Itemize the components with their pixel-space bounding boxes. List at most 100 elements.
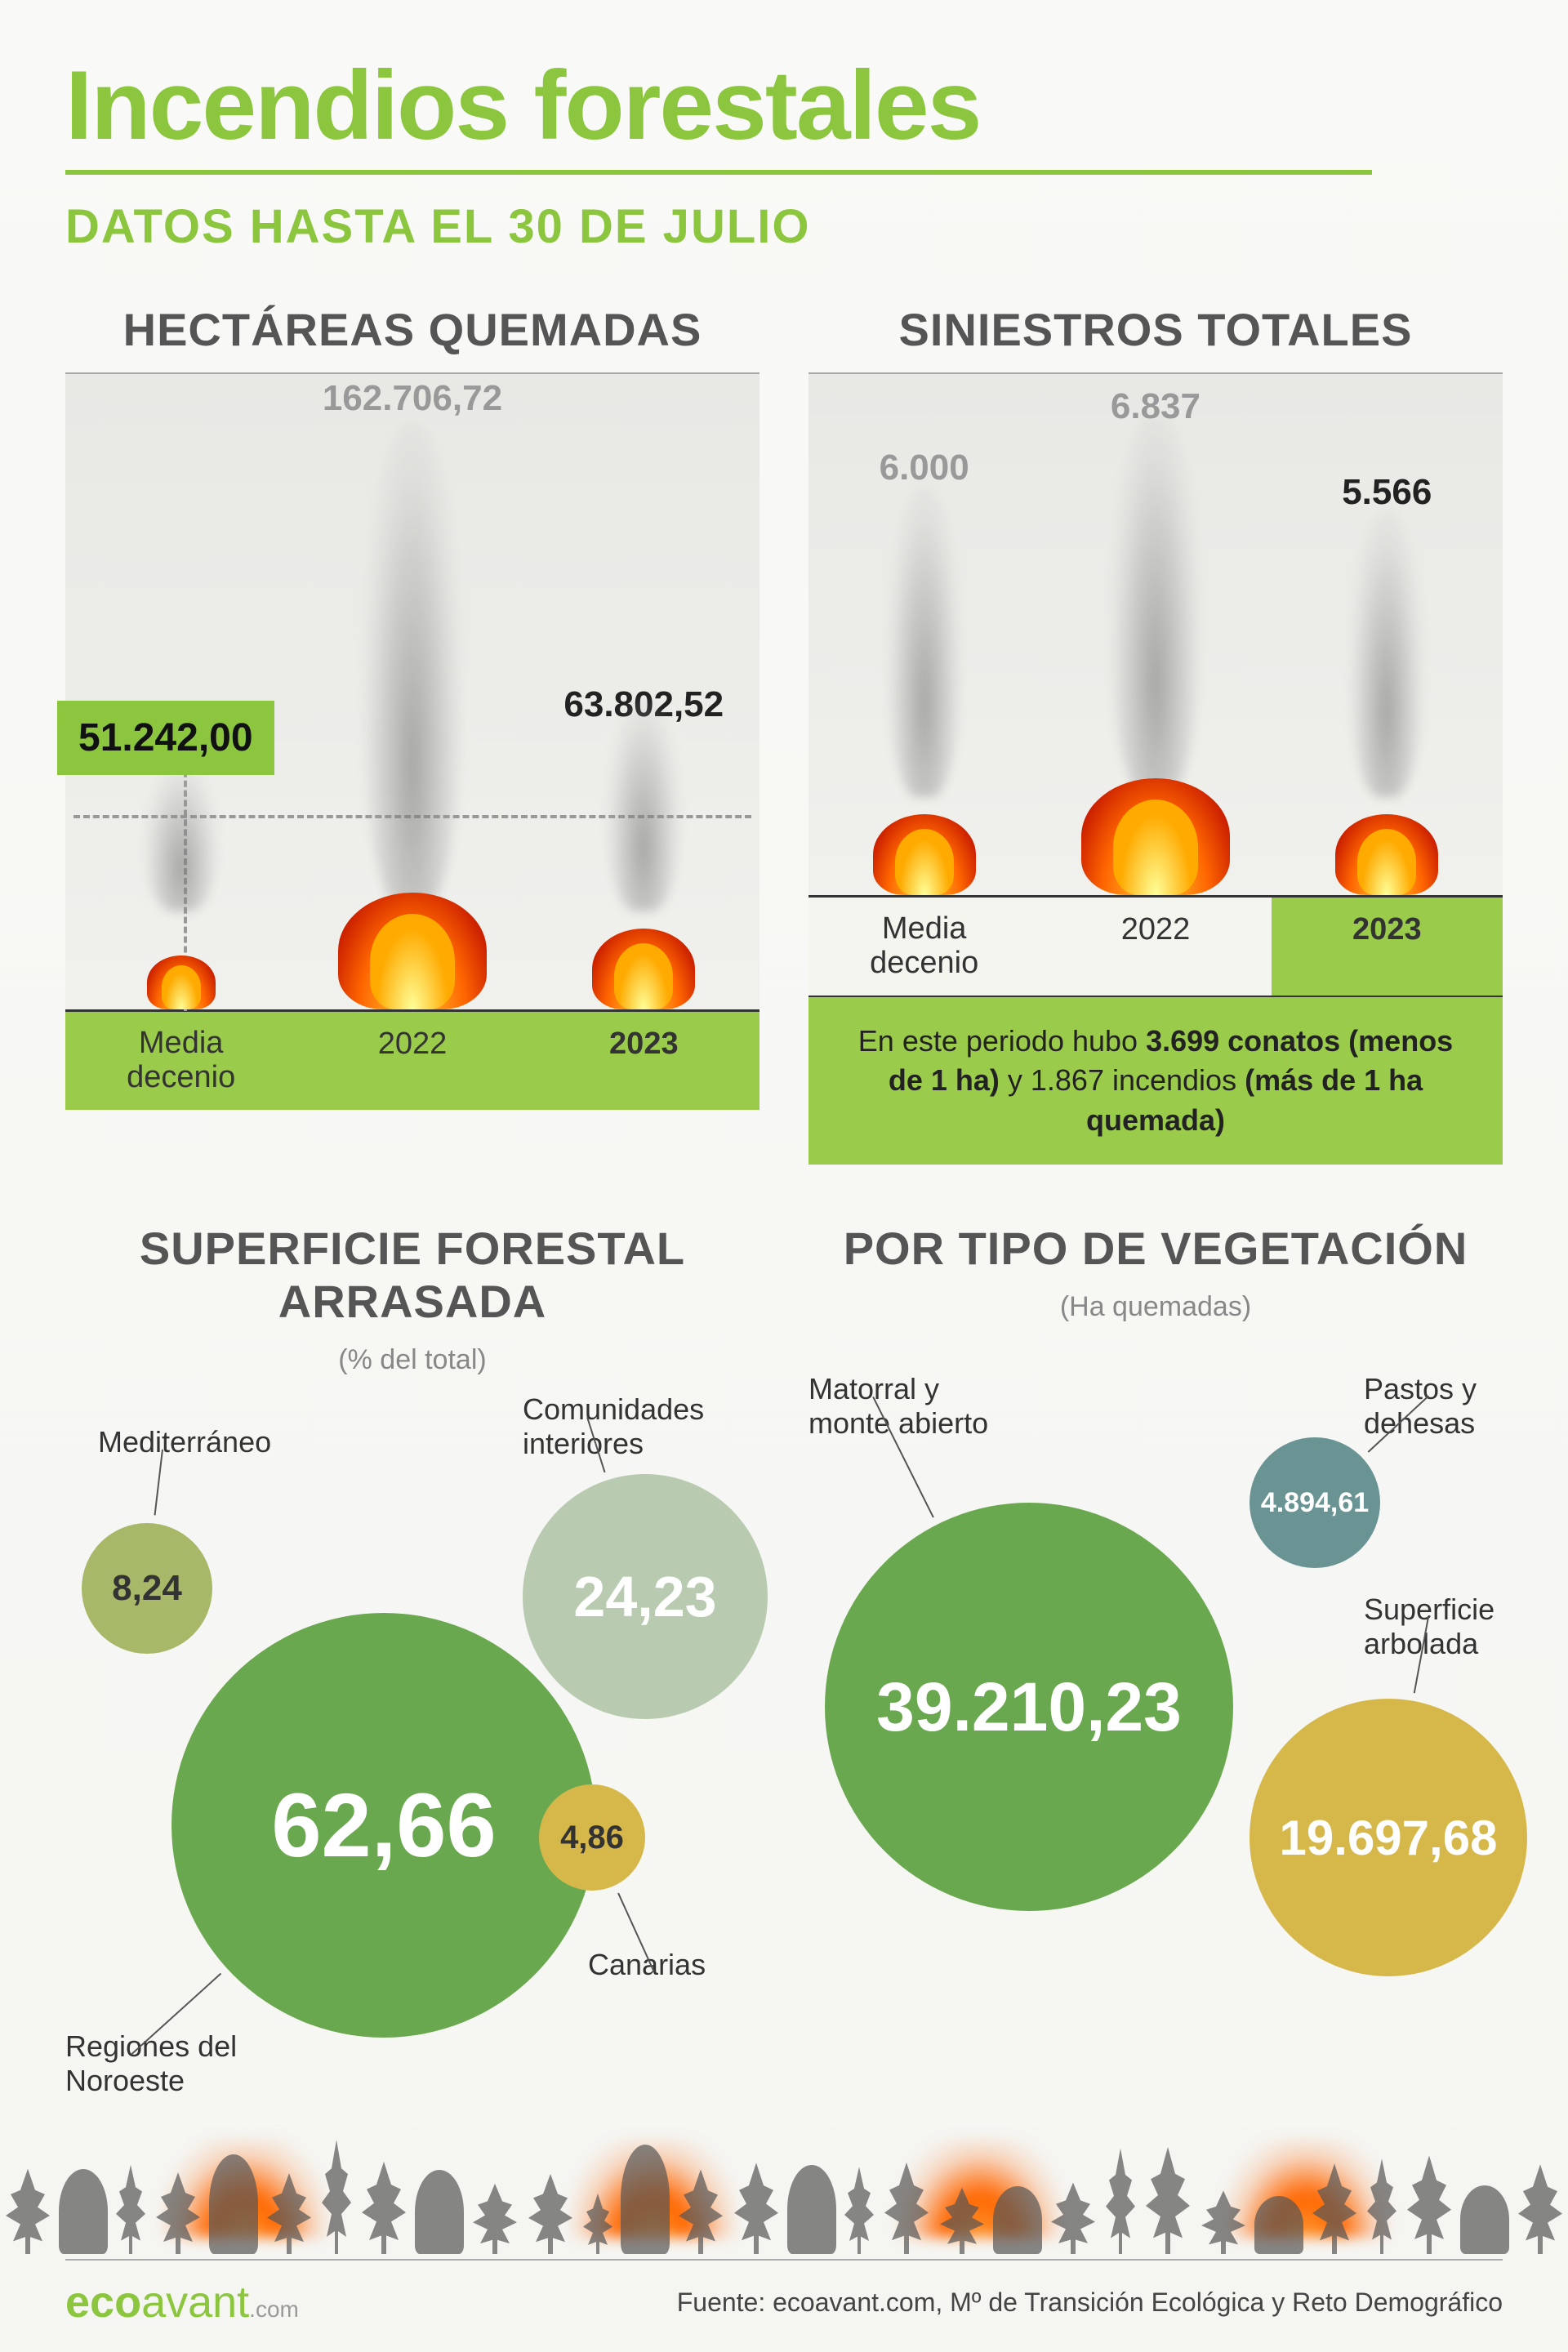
siniestros-axis-0: Mediadecenio bbox=[808, 898, 1040, 996]
tree-icon bbox=[1104, 2149, 1137, 2254]
tree-icon bbox=[1199, 2190, 1248, 2254]
smoke-icon bbox=[145, 764, 218, 911]
flame-icon bbox=[137, 951, 225, 1009]
vegetacion-bubbles: 39.210,23 Matorral y monte abierto 4.894,6… bbox=[808, 1339, 1503, 2042]
tree-icon bbox=[621, 2145, 670, 2254]
bubble-label: Comunidades interiores bbox=[523, 1392, 735, 1460]
bubble-label: Matorral y monte abierto bbox=[808, 1372, 1021, 1440]
bubble: 4.894,61 bbox=[1250, 1437, 1380, 1568]
tree-icon bbox=[1365, 2158, 1398, 2254]
hectareas-axis: Mediadecenio 2022 2023 bbox=[65, 1009, 760, 1110]
tree-icon bbox=[1405, 2156, 1454, 2255]
tree-icon bbox=[209, 2154, 258, 2254]
tree-icon bbox=[1310, 2163, 1359, 2254]
footer-landscape bbox=[0, 2107, 1568, 2254]
tree-icon bbox=[470, 2184, 519, 2254]
smoke-icon bbox=[607, 699, 680, 911]
bubble: 24,23 bbox=[523, 1474, 768, 1719]
tree-icon bbox=[1460, 2185, 1509, 2254]
title-underline bbox=[65, 170, 1372, 175]
tree-row bbox=[0, 2140, 1568, 2254]
tree-icon bbox=[3, 2169, 52, 2254]
tree-icon bbox=[581, 2194, 614, 2254]
flame-icon bbox=[1321, 807, 1453, 895]
logo-bold: eco bbox=[65, 2278, 141, 2327]
page-subtitle: DATOS HASTA EL 30 DE JULIO bbox=[65, 199, 1503, 254]
siniestros-axis: Mediadecenio 2022 2023 bbox=[808, 895, 1503, 996]
leader-line bbox=[154, 1450, 163, 1516]
row-top: HECTÁREAS QUEMADAS 51.242,00 162.706,72 … bbox=[65, 303, 1503, 1165]
siniestros-value-0: 6.000 bbox=[808, 448, 1040, 488]
bubble: 62,66 bbox=[172, 1613, 596, 2038]
flame-icon bbox=[317, 882, 508, 1009]
footer: ecoavant.com Fuente: ecoavant.com, Mº de… bbox=[65, 2259, 1503, 2328]
bubble-label: Superficie arbolada bbox=[1364, 1592, 1503, 1660]
superficie-bubbles: 62,66Regiones del Noroeste 8,24 Mediterrán… bbox=[65, 1392, 760, 2095]
tree-icon bbox=[787, 2165, 836, 2254]
siniestros-axis-2: 2023 bbox=[1272, 898, 1503, 996]
logo: ecoavant.com bbox=[65, 2277, 299, 2328]
tree-icon bbox=[1049, 2183, 1098, 2254]
tree-icon bbox=[265, 2173, 314, 2254]
logo-rest: avant bbox=[141, 2278, 249, 2327]
siniestros-note: En este periodo hubo 3.699 conatos (meno… bbox=[808, 996, 1503, 1165]
flame-icon bbox=[577, 921, 710, 1009]
hectareas-col-2: 63.802,52 bbox=[528, 374, 760, 1009]
logo-com: .com bbox=[249, 2296, 299, 2322]
tree-icon bbox=[1516, 2164, 1565, 2254]
hectareas-title: HECTÁREAS QUEMADAS bbox=[65, 303, 760, 356]
tree-icon bbox=[1254, 2196, 1303, 2254]
row-bottom: SUPERFICIE FORESTAL ARRASADA (% del tota… bbox=[65, 1222, 1503, 2095]
hectareas-col-0 bbox=[65, 374, 296, 1009]
bubble-label: Canarias bbox=[588, 1948, 706, 1981]
tree-icon bbox=[415, 2170, 464, 2254]
page-title: Incendios forestales bbox=[65, 49, 1503, 162]
vegetacion-subtitle: (Ha quemadas) bbox=[808, 1291, 1503, 1323]
hectareas-axis-0: Mediadecenio bbox=[65, 1012, 296, 1110]
siniestros-axis-1: 2022 bbox=[1040, 898, 1271, 996]
panel-vegetacion: POR TIPO DE VEGETACIÓN (Ha quemadas) 39.… bbox=[808, 1222, 1503, 2095]
bubble: 8,24 bbox=[82, 1523, 212, 1654]
siniestros-col-1: 6.837 bbox=[1040, 374, 1271, 895]
tree-icon bbox=[938, 2188, 987, 2254]
tree-icon bbox=[993, 2186, 1042, 2254]
panel-siniestros: SINIESTROS TOTALES 6.000 6.837 5.566 Med… bbox=[808, 303, 1503, 1165]
siniestros-title: SINIESTROS TOTALES bbox=[808, 303, 1503, 356]
flame-icon bbox=[1060, 768, 1251, 895]
tree-icon bbox=[59, 2169, 108, 2254]
superficie-subtitle: (% del total) bbox=[65, 1344, 760, 1376]
tree-icon bbox=[154, 2172, 203, 2254]
tree-icon bbox=[843, 2167, 875, 2254]
bubble-label: Regiones del Noroeste bbox=[65, 2029, 278, 2097]
hectareas-axis-2: 2023 bbox=[528, 1012, 760, 1110]
smoke-icon bbox=[363, 421, 461, 911]
hectareas-col-1: 162.706,72 bbox=[296, 374, 528, 1009]
siniestros-col-2: 5.566 bbox=[1272, 374, 1503, 895]
siniestros-chart: 6.000 6.837 5.566 bbox=[808, 372, 1503, 895]
siniestros-value-2: 5.566 bbox=[1272, 472, 1503, 513]
superficie-title: SUPERFICIE FORESTAL ARRASADA bbox=[65, 1222, 760, 1328]
bubble: 39.210,23 bbox=[825, 1503, 1233, 1911]
smoke-icon bbox=[888, 487, 961, 797]
tree-icon bbox=[359, 2162, 408, 2254]
source-text: Fuente: ecoavant.com, Mº de Transición E… bbox=[677, 2287, 1503, 2318]
bubble: 4,86 bbox=[539, 1784, 645, 1891]
tree-icon bbox=[882, 2163, 931, 2254]
hectareas-axis-1: 2022 bbox=[296, 1012, 528, 1110]
hectareas-highlight-badge: 51.242,00 bbox=[57, 701, 274, 775]
panel-superficie: SUPERFICIE FORESTAL ARRASADA (% del tota… bbox=[65, 1222, 760, 2095]
hectareas-value-1: 162.706,72 bbox=[296, 378, 528, 419]
bubble-label: Pastos y dehesas bbox=[1364, 1372, 1503, 1440]
bubble-label: Mediterráneo bbox=[98, 1425, 271, 1459]
panel-hectareas: HECTÁREAS QUEMADAS 51.242,00 162.706,72 … bbox=[65, 303, 760, 1165]
bubble: 19.697,68 bbox=[1250, 1699, 1527, 1976]
hectareas-chart: 51.242,00 162.706,72 63.802,52 bbox=[65, 372, 760, 1009]
tree-icon bbox=[1143, 2147, 1192, 2254]
tree-icon bbox=[526, 2174, 575, 2254]
smoke-icon bbox=[1350, 511, 1423, 797]
tree-icon bbox=[732, 2163, 781, 2254]
tree-icon bbox=[676, 2169, 725, 2254]
smoke-icon bbox=[1111, 413, 1200, 797]
tree-icon bbox=[114, 2165, 147, 2254]
siniestros-col-0: 6.000 bbox=[808, 374, 1040, 895]
